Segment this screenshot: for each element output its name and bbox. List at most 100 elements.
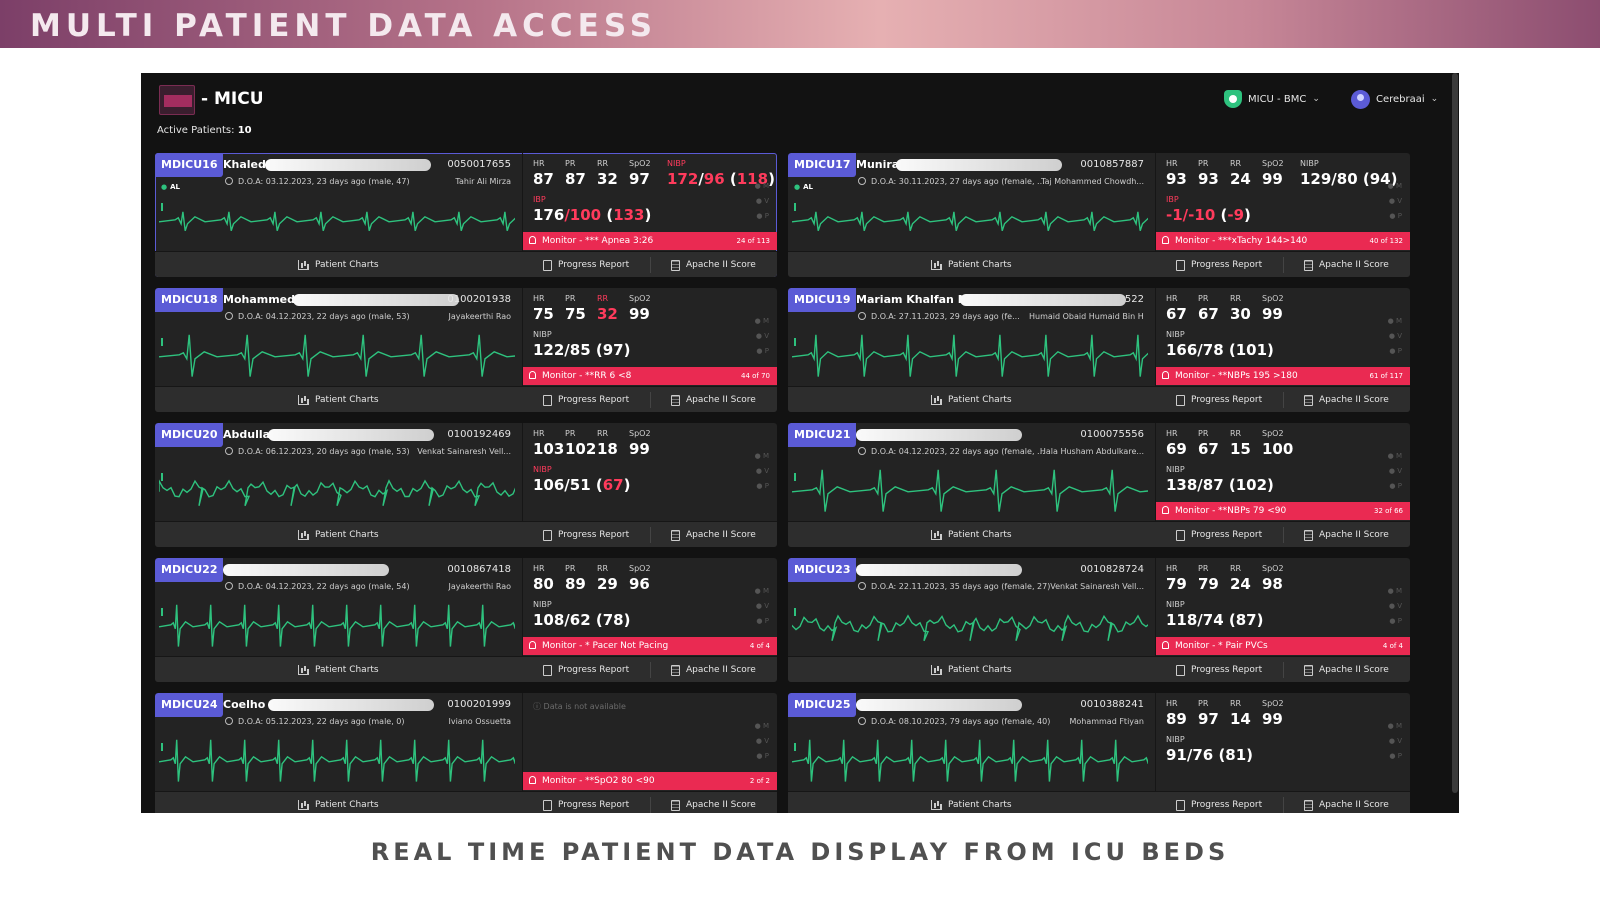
calculator-icon bbox=[1304, 799, 1313, 811]
vital-value: 67 bbox=[1166, 305, 1187, 323]
patient-card[interactable]: MDICU24 Coelho 0100201999 D.O.A: 05.12.2023… bbox=[155, 693, 777, 813]
apache-score-button[interactable]: Apache II Score bbox=[671, 792, 756, 813]
patient-card[interactable]: MDICU25 0010388241 D.O.A: 08.10.2023, 79 d… bbox=[788, 693, 1410, 813]
patient-info-panel[interactable]: MDICU20 Abdulla 0100192469 D.O.A: 06.12.202… bbox=[155, 423, 521, 521]
ibp-dia: -10 bbox=[1188, 206, 1216, 224]
progress-report-button[interactable]: Progress Report bbox=[1176, 252, 1262, 277]
mvp-indicators: MVP bbox=[755, 449, 769, 494]
patient-charts-button[interactable]: Patient Charts bbox=[298, 387, 379, 412]
progress-report-button[interactable]: Progress Report bbox=[543, 252, 629, 277]
apache-score-label: Apache II Score bbox=[686, 530, 756, 540]
unit-selector[interactable]: MICU - BMC ⌄ bbox=[1224, 89, 1320, 109]
vital-label: PR bbox=[1198, 699, 1209, 708]
progress-report-label: Progress Report bbox=[1191, 800, 1263, 810]
apache-score-button[interactable]: Apache II Score bbox=[671, 252, 756, 277]
patient-charts-button[interactable]: Patient Charts bbox=[931, 252, 1012, 277]
progress-report-label: Progress Report bbox=[558, 800, 630, 810]
monitor-alarm-bar[interactable]: Monitor - **SpO2 80 <90 2 of 2 bbox=[523, 772, 777, 790]
bed-badge: MDICU22 bbox=[155, 558, 224, 582]
patient-charts-button[interactable]: Patient Charts bbox=[931, 657, 1012, 682]
patient-card[interactable]: MDICU17 Munira 0010857887 D.O.A: 30.11.2023… bbox=[788, 153, 1410, 277]
footer-divider bbox=[1283, 797, 1284, 813]
progress-report-button[interactable]: Progress Report bbox=[543, 387, 629, 412]
patient-charts-button[interactable]: Patient Charts bbox=[298, 522, 379, 547]
progress-report-button[interactable]: Progress Report bbox=[1176, 387, 1262, 412]
monitor-alarm-bar[interactable]: Monitor - **RR 6 <8 44 of 70 bbox=[523, 367, 777, 385]
calculator-icon bbox=[1304, 529, 1313, 541]
patient-charts-button[interactable]: Patient Charts bbox=[298, 657, 379, 682]
apache-score-label: Apache II Score bbox=[1319, 665, 1389, 675]
bell-icon bbox=[1162, 236, 1169, 244]
monitor-alarm-bar[interactable]: Monitor - ***xTachy 144>140 40 of 132 bbox=[1156, 232, 1410, 250]
ibp-dia: 100 bbox=[569, 206, 602, 224]
patient-card[interactable]: MDICU18 Mohammed 0100201938 D.O.A: 04.12.20… bbox=[155, 288, 777, 412]
apache-score-button[interactable]: Apache II Score bbox=[671, 522, 756, 547]
admission-date: D.O.A: 22.11.2023, 35 days ago (female, … bbox=[858, 582, 1050, 591]
patient-info-panel[interactable]: MDICU25 0010388241 D.O.A: 08.10.2023, 79 d… bbox=[788, 693, 1154, 791]
monitor-alarm-bar[interactable]: Monitor - **NBPs 79 <90 32 of 66 bbox=[1156, 502, 1410, 520]
patient-charts-button[interactable]: Patient Charts bbox=[931, 522, 1012, 547]
vital-label: PR bbox=[1198, 429, 1209, 438]
patient-card[interactable]: MDICU22 0010867418 D.O.A: 04.12.2023, 22 d… bbox=[155, 558, 777, 682]
card-footer: Patient Charts Progress Report Apache II S… bbox=[788, 386, 1410, 412]
calculator-icon bbox=[671, 529, 680, 541]
vital-value: 32 bbox=[597, 170, 618, 188]
vital-value: 15 bbox=[1230, 440, 1251, 458]
apache-score-button[interactable]: Apache II Score bbox=[1304, 792, 1389, 813]
patient-charts-button[interactable]: Patient Charts bbox=[298, 792, 379, 813]
ecg-trace bbox=[792, 469, 1148, 512]
user-menu[interactable]: Cerebraai ⌄ bbox=[1351, 89, 1438, 109]
vitals-panel: HR 93 PR 93 RR 24 SpO2 99 NIBP 129/80 (94) IBP -1/-… bbox=[1155, 153, 1410, 251]
patient-info-panel[interactable]: MDICU22 0010867418 D.O.A: 04.12.2023, 22 d… bbox=[155, 558, 521, 656]
patient-info-panel[interactable]: MDICU24 Coelho 0100201999 D.O.A: 05.12.2023… bbox=[155, 693, 521, 791]
shield-icon bbox=[1224, 90, 1242, 108]
patient-charts-button[interactable]: Patient Charts bbox=[931, 387, 1012, 412]
vital-value: 98 bbox=[1262, 575, 1283, 593]
chevron-down-icon: ⌄ bbox=[1430, 94, 1439, 104]
patient-charts-label: Patient Charts bbox=[948, 530, 1012, 540]
patient-card[interactable]: MDICU16 Khaled 0050017655 D.O.A: 03.12.2023… bbox=[155, 153, 777, 277]
vital-value: 99 bbox=[629, 440, 650, 458]
progress-report-button[interactable]: Progress Report bbox=[1176, 522, 1262, 547]
patient-info-panel[interactable]: MDICU17 Munira 0010857887 D.O.A: 30.11.2023… bbox=[788, 153, 1154, 251]
vital-rr: RR 29 bbox=[597, 564, 641, 593]
monitor-alarm-bar[interactable]: Monitor - * Pacer Not Pacing 4 of 4 bbox=[523, 637, 777, 655]
apache-score-button[interactable]: Apache II Score bbox=[1304, 387, 1389, 412]
patient-charts-button[interactable]: Patient Charts bbox=[298, 252, 379, 277]
progress-report-button[interactable]: Progress Report bbox=[543, 792, 629, 813]
alarm-limit-tag: AL bbox=[794, 183, 813, 191]
redacted-name-bar bbox=[856, 429, 1022, 441]
patient-info-panel[interactable]: MDICU19 Mariam Khalfan Mo 522 D.O.A: 27.11.… bbox=[788, 288, 1154, 386]
patient-info-panel[interactable]: MDICU16 Khaled 0050017655 D.O.A: 03.12.2023… bbox=[155, 153, 521, 251]
monitor-alarm-bar[interactable]: Monitor - **NBPs 195 >180 61 of 117 bbox=[1156, 367, 1410, 385]
monitor-alarm-bar[interactable]: Monitor - *** Apnea 3:26 24 of 113 bbox=[523, 232, 777, 250]
vital-label: SpO2 bbox=[629, 564, 651, 573]
progress-report-button[interactable]: Progress Report bbox=[1176, 792, 1262, 813]
apache-score-button[interactable]: Apache II Score bbox=[1304, 657, 1389, 682]
progress-report-button[interactable]: Progress Report bbox=[543, 657, 629, 682]
apache-score-button[interactable]: Apache II Score bbox=[671, 387, 756, 412]
patient-card[interactable]: MDICU20 Abdulla 0100192469 D.O.A: 06.12.202… bbox=[155, 423, 777, 547]
apache-score-button[interactable]: Apache II Score bbox=[1304, 522, 1389, 547]
patient-info-panel[interactable]: MDICU18 Mohammed 0100201938 D.O.A: 04.12.20… bbox=[155, 288, 521, 386]
vital-value: 67 bbox=[1198, 305, 1219, 323]
progress-report-button[interactable]: Progress Report bbox=[1176, 657, 1262, 682]
patient-card[interactable]: MDICU21 0100075556 D.O.A: 04.12.2023, 22 d… bbox=[788, 423, 1410, 547]
vital-value: 93 bbox=[1166, 170, 1187, 188]
vital-hr: HR 67 bbox=[1166, 294, 1210, 323]
apache-score-button[interactable]: Apache II Score bbox=[671, 657, 756, 682]
monitor-alarm-bar[interactable]: Monitor - * Pair PVCs 4 of 4 bbox=[1156, 637, 1410, 655]
patient-card[interactable]: MDICU19 Mariam Khalfan Mo 522 D.O.A: 27.11.… bbox=[788, 288, 1410, 412]
calculator-icon bbox=[671, 799, 680, 811]
vital-spo2: SpO2 98 bbox=[1262, 564, 1306, 593]
scrollbar[interactable] bbox=[1452, 73, 1458, 793]
apache-score-button[interactable]: Apache II Score bbox=[1304, 252, 1389, 277]
progress-report-button[interactable]: Progress Report bbox=[543, 522, 629, 547]
patient-info-panel[interactable]: MDICU21 0100075556 D.O.A: 04.12.2023, 22 d… bbox=[788, 423, 1154, 521]
patient-charts-button[interactable]: Patient Charts bbox=[931, 792, 1012, 813]
mvp-indicators: MVP bbox=[1388, 179, 1402, 224]
vitals-panel: HR 75 PR 75 RR 32 SpO2 99 NIBP 122/85 (97) MVP Moni… bbox=[522, 288, 777, 386]
attending-doctor: Venkat Sainaresh Vell... bbox=[1050, 582, 1144, 591]
